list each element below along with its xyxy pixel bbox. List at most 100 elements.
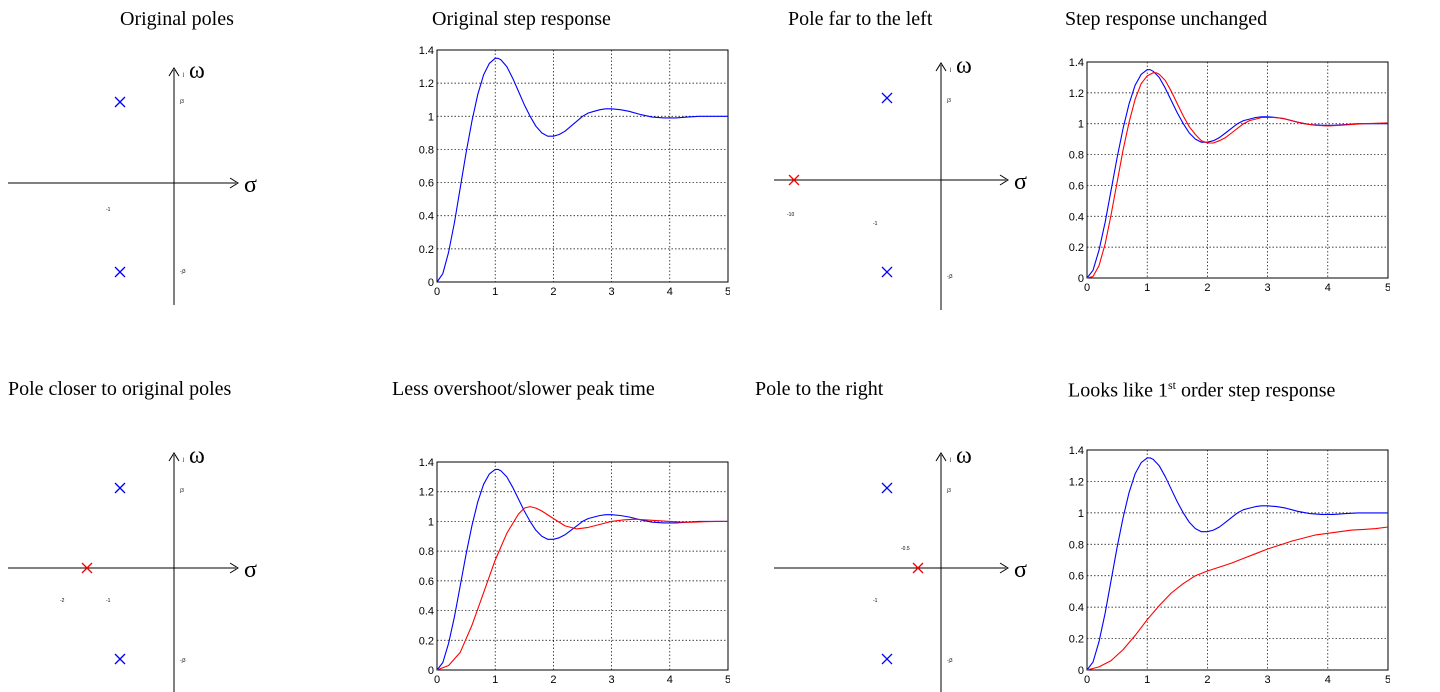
y-tick-label: 0.6	[419, 178, 434, 190]
plot-frame	[1086, 61, 1389, 279]
series-line-red	[436, 506, 728, 671]
x-tick-label: 3	[609, 674, 615, 686]
label-minus-j3: -j3	[947, 274, 953, 280]
label-minus-1: -1	[873, 598, 878, 604]
y-tick-label: 0.8	[419, 144, 434, 156]
label-minus-0-5: -0.5	[901, 546, 910, 552]
x-tick-label: 1	[492, 674, 498, 686]
pole-plot-far-left: σ j ω j3 -j3 -1 -10	[774, 53, 1027, 310]
pole-marker	[114, 266, 126, 278]
label-minus-1: -1	[106, 207, 111, 213]
label-j3: j3	[946, 488, 951, 494]
sigma-arrow	[229, 177, 239, 189]
omega-arrow	[168, 67, 180, 77]
y-tick-label: 0.2	[1069, 242, 1084, 254]
x-tick-label: 3	[1265, 674, 1271, 686]
omega-label: ω	[956, 443, 972, 469]
title-first-order-post: order step response	[1176, 379, 1336, 402]
pole-marker	[881, 653, 893, 665]
y-tick-label: 0.8	[1069, 539, 1084, 551]
label-minus-j3: -j3	[947, 658, 953, 664]
x-tick-label: 5	[725, 674, 730, 686]
title-less-overshoot: Less overshoot/slower peak time	[392, 378, 655, 400]
sigma-label: σ	[1014, 557, 1027, 583]
y-tick-label: 0.6	[419, 576, 434, 588]
series-line-blue	[1086, 69, 1388, 279]
x-tick-label: 3	[609, 286, 615, 298]
chart-original-step-response: 0 1 2 3 4 5 0 0.2 0.4 0.6 0.8 1 1.2 1.4	[419, 45, 730, 298]
plot-frame	[1086, 449, 1389, 671]
y-tick-label: 0	[1078, 273, 1084, 285]
title-pole-closer: Pole closer to original poles	[8, 378, 232, 400]
y-tick-label: 0.2	[419, 635, 434, 647]
y-tick-label: 1	[1078, 508, 1084, 520]
label-minus-j3: -j3	[180, 658, 186, 664]
label-minus-1: -1	[106, 598, 111, 604]
title-first-order-pre: Looks like 1	[1068, 379, 1168, 402]
y-tick-label: 0	[428, 277, 434, 289]
x-tick-label: 1	[492, 286, 498, 298]
omega-arrow	[935, 452, 947, 462]
sigma-label: σ	[244, 172, 257, 198]
y-tick-label: 0.6	[1069, 180, 1084, 192]
x-tick-label: 2	[1204, 282, 1210, 294]
label-minus-10: -10	[787, 212, 794, 218]
pole-marker	[114, 96, 126, 108]
y-tick-label: 1.4	[1069, 445, 1084, 457]
label-minus-2: -2	[60, 598, 65, 604]
x-tick-label: 0	[434, 674, 440, 686]
chart-step-response-unchanged: 0 1 2 3 4 5 0 0.2 0.4 0.6 0.8 1 1.2 1.4	[1069, 57, 1390, 294]
pole-marker	[912, 562, 924, 574]
title-first-order-sup: st	[1168, 378, 1177, 392]
sigma-label: σ	[1014, 169, 1027, 195]
y-tick-label: 0.6	[1069, 571, 1084, 583]
pole-plot-original: σ j ω j3 -j3 -1	[8, 58, 257, 305]
x-tick-label: 0	[1084, 674, 1090, 686]
label-minus-1: -1	[873, 221, 878, 227]
pole-plot-closer: σ j ω j3 -j3 -1 -2	[8, 443, 257, 692]
series-line-red	[1086, 72, 1389, 279]
label-j3: j3	[179, 488, 184, 494]
y-tick-label: 0.8	[419, 546, 434, 558]
omega-label: ω	[189, 443, 205, 469]
series-line-blue	[436, 57, 728, 283]
omega-label: ω	[189, 58, 205, 84]
chart-less-overshoot: 0 1 2 3 4 5 0 0.2 0.4 0.6 0.8 1 1.2 1.4	[419, 457, 730, 686]
y-tick-label: 0.4	[1069, 602, 1084, 614]
x-tick-label: 1	[1144, 674, 1150, 686]
pole-marker	[881, 482, 893, 494]
x-tick-label: 4	[667, 286, 673, 298]
x-tick-label: 2	[1204, 674, 1210, 686]
sigma-arrow	[999, 174, 1009, 186]
y-tick-label: 0.2	[1069, 634, 1084, 646]
y-tick-label: 1.4	[1069, 57, 1084, 69]
pole-marker	[788, 174, 800, 186]
y-tick-label: 1.2	[1069, 476, 1084, 488]
sigma-arrow	[229, 562, 239, 574]
title-pole-to-right: Pole to the right	[755, 378, 884, 400]
y-tick-label: 1.4	[419, 45, 434, 57]
x-tick-label: 3	[1265, 282, 1271, 294]
chart-first-order: 0 1 2 3 4 5 0 0.2 0.4 0.6 0.8 1 1.2 1.4	[1069, 445, 1390, 686]
title-original-step-response: Original step response	[432, 8, 611, 30]
sigma-arrow	[999, 562, 1009, 574]
omega-tick: j	[949, 67, 951, 73]
omega-arrow	[168, 452, 180, 462]
omega-tick: j	[182, 72, 184, 78]
series-line-blue	[436, 468, 728, 671]
y-tick-label: 0.4	[419, 211, 434, 223]
label-j3: j3	[179, 99, 184, 105]
omega-arrow	[935, 62, 947, 72]
y-tick-label: 1.2	[1069, 88, 1084, 100]
y-tick-label: 0.2	[419, 244, 434, 256]
x-tick-label: 5	[1385, 282, 1390, 294]
y-tick-label: 0	[428, 665, 434, 677]
y-tick-label: 0.8	[1069, 150, 1084, 162]
x-tick-label: 4	[1325, 282, 1331, 294]
label-minus-j3: -j3	[180, 269, 186, 275]
series-line-blue	[1086, 457, 1388, 671]
title-first-order: Looks like 1st order step response	[1068, 378, 1335, 403]
x-tick-label: 4	[1325, 674, 1331, 686]
title-original-poles: Original poles	[120, 8, 234, 30]
y-tick-label: 0	[1078, 665, 1084, 677]
